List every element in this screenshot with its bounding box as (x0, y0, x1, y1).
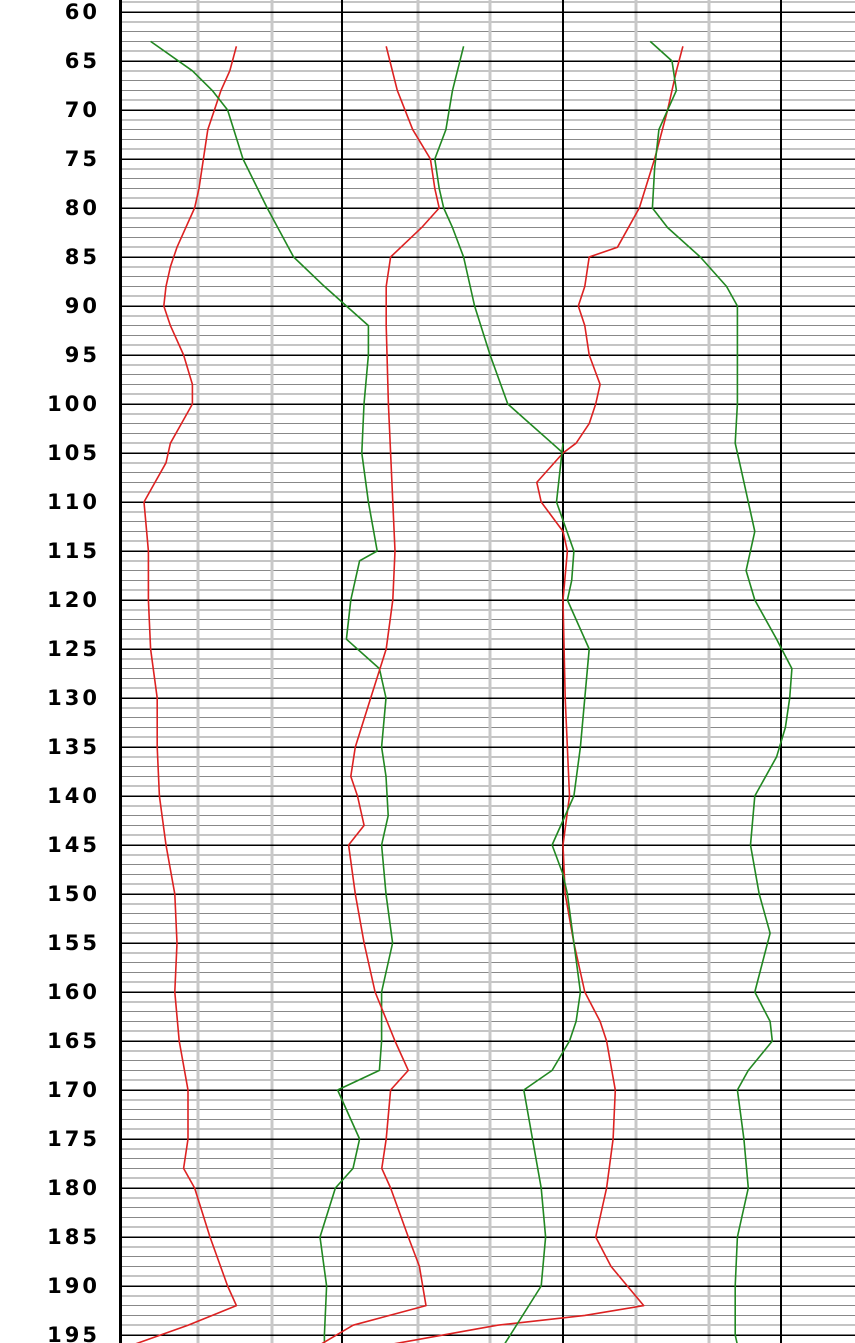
depth-tick-label: 170 (47, 1078, 100, 1102)
depth-tick-label: 195 (47, 1323, 100, 1343)
depth-tick-label: 185 (47, 1225, 100, 1249)
depth-tick-label: 140 (47, 784, 100, 808)
log-curves (135, 40, 793, 1343)
depth-tick-label: 145 (47, 833, 100, 857)
depth-tick-label: 80 (65, 196, 100, 220)
red-curve-track-2 (321, 46, 441, 1343)
red-curve-track-1 (135, 46, 238, 1343)
depth-tick-label: 125 (47, 637, 100, 661)
depth-tick-label: 105 (47, 441, 100, 465)
depth-tick-label: 165 (47, 1029, 100, 1053)
depth-tick-label: 190 (47, 1274, 100, 1298)
green-curve-track-3 (504, 443, 591, 1343)
red-curve-track-3 (394, 46, 684, 1343)
green-curve-track-2 (433, 46, 564, 454)
depth-tick-label: 120 (47, 588, 100, 612)
depth-tick-label: 115 (47, 539, 100, 563)
depth-tick-label: 160 (47, 980, 100, 1004)
depth-tick-label: 70 (65, 98, 100, 122)
depth-tick-label: 75 (65, 147, 100, 171)
depth-axis-labels: 60 65 70 75 80 85 90 95 100 105 110 115 120 125 130 135… (47, 0, 100, 1343)
depth-tick-label: 155 (47, 931, 100, 955)
left-border (119, 0, 122, 1343)
depth-tick-label: 180 (47, 1176, 100, 1200)
depth-tick-label: 175 (47, 1127, 100, 1151)
depth-tick-label: 130 (47, 686, 100, 710)
depth-tick-label: 150 (47, 882, 100, 906)
depth-tick-label: 90 (65, 294, 100, 318)
depth-tick-label: 95 (65, 343, 100, 367)
depth-tick-label: 60 (65, 0, 100, 24)
depth-tick-label: 135 (47, 735, 100, 759)
depth-tick-label: 65 (65, 49, 100, 73)
green-curve-track-3 (649, 40, 793, 1343)
depth-tick-label: 100 (47, 392, 100, 416)
depth-tick-label: 85 (65, 245, 100, 269)
depth-tick-label: 110 (47, 490, 100, 514)
grid (122, 0, 855, 1343)
